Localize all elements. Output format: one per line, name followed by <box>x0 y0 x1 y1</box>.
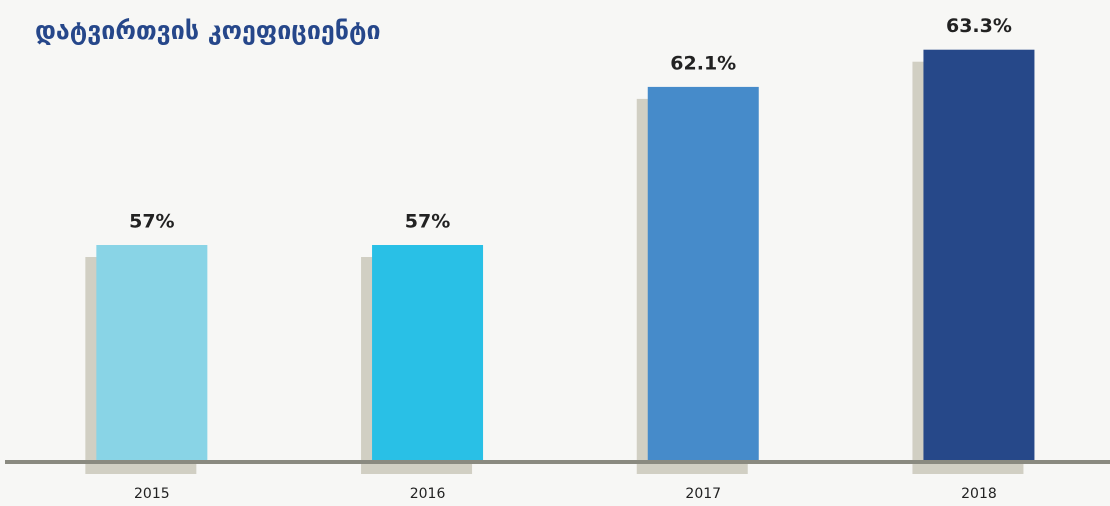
x-tick-label: 2015 <box>134 486 170 502</box>
bar <box>372 245 484 462</box>
bar <box>96 245 208 462</box>
value-label: 63.3% <box>946 15 1012 37</box>
x-tick-label: 2018 <box>961 486 997 502</box>
value-label: 62.1% <box>670 52 736 74</box>
bar <box>923 49 1035 462</box>
baseline <box>5 460 1110 464</box>
chart-title: დატვირთვის კოეფიციენტი <box>35 16 381 45</box>
x-tick-label: 2016 <box>410 486 446 502</box>
bar <box>647 86 759 463</box>
value-label: 57% <box>129 211 174 233</box>
x-tick-label: 2017 <box>685 486 721 502</box>
value-label: 57% <box>405 211 450 233</box>
